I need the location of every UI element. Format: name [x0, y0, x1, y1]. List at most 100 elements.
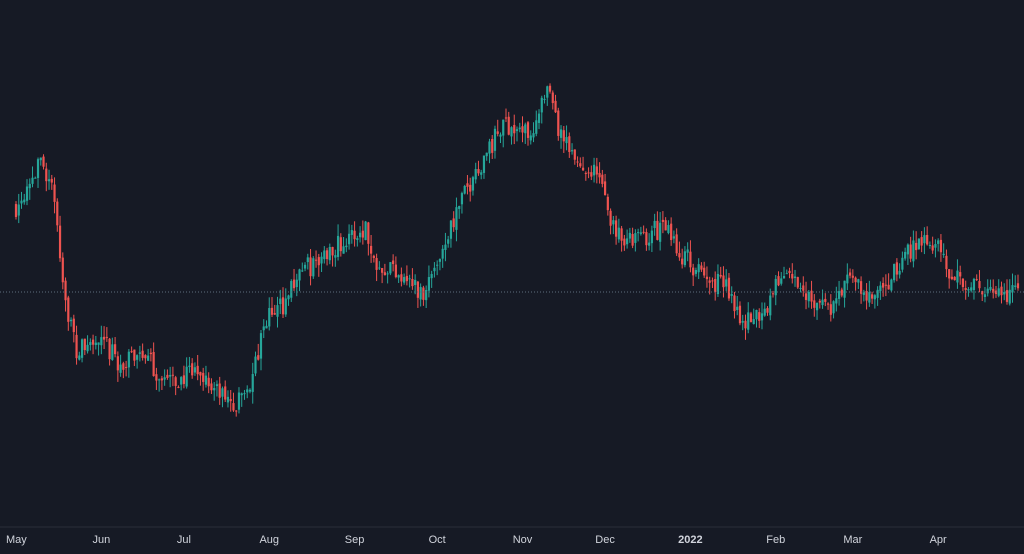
candle-up[interactable] [653, 220, 656, 229]
candle-down[interactable] [562, 130, 565, 142]
candle-up[interactable] [736, 306, 739, 311]
candle-down[interactable] [229, 398, 232, 402]
candle-up[interactable] [350, 230, 353, 235]
candle-down[interactable] [551, 92, 554, 104]
candle-down[interactable] [796, 277, 799, 288]
candle-down[interactable] [50, 178, 53, 183]
candle-down[interactable] [749, 313, 753, 323]
candle-up[interactable] [807, 291, 810, 302]
candle-up[interactable] [755, 309, 758, 320]
candle-down[interactable] [370, 245, 373, 254]
candle-up[interactable] [694, 270, 698, 274]
candle-down[interactable] [496, 131, 499, 134]
candle-up[interactable] [989, 286, 992, 290]
candle-down[interactable] [601, 174, 604, 184]
candle-up[interactable] [559, 129, 563, 138]
candle-down[interactable] [975, 279, 978, 281]
candle-down[interactable] [587, 172, 590, 174]
candle-up[interactable] [686, 249, 689, 253]
candle-up[interactable] [240, 393, 243, 396]
candle-down[interactable] [317, 257, 320, 266]
candle-down[interactable] [257, 355, 260, 360]
candle-up[interactable] [312, 258, 315, 277]
candle-up[interactable] [97, 342, 100, 345]
candle-down[interactable] [791, 273, 794, 279]
candle-up[interactable] [532, 133, 535, 138]
candle-down[interactable] [1005, 290, 1009, 302]
candle-up[interactable] [193, 367, 197, 373]
candle-up[interactable] [901, 257, 904, 270]
candle-up[interactable] [86, 344, 89, 352]
candle-up[interactable] [127, 351, 130, 368]
candle-up[interactable] [612, 220, 615, 225]
candle-up[interactable] [449, 220, 453, 239]
candle-up[interactable] [268, 308, 271, 327]
candle-down[interactable] [598, 172, 601, 178]
candle-up[interactable] [31, 177, 34, 184]
candle-up[interactable] [39, 157, 42, 161]
candle-down[interactable] [67, 297, 70, 322]
candle-up[interactable] [543, 98, 546, 100]
candle-up[interactable] [262, 326, 265, 331]
candle-down[interactable] [273, 313, 276, 315]
candle-up[interactable] [499, 134, 502, 137]
candle-down[interactable] [579, 163, 582, 167]
candle-up[interactable] [419, 287, 422, 300]
candle-up[interactable] [873, 295, 876, 300]
candle-down[interactable] [722, 275, 725, 288]
candle-up[interactable] [290, 281, 293, 298]
candle-up[interactable] [535, 120, 538, 134]
candle-up[interactable] [276, 305, 279, 317]
candle-down[interactable] [744, 320, 747, 329]
candle-down[interactable] [394, 264, 397, 278]
candle-up[interactable] [741, 320, 744, 323]
candle-up[interactable] [879, 285, 882, 292]
candle-up[interactable] [20, 200, 23, 204]
candle-up[interactable] [78, 355, 81, 360]
candle-up[interactable] [592, 164, 596, 176]
candle-up[interactable] [672, 236, 676, 239]
candle-down[interactable] [865, 290, 868, 301]
candle-down[interactable] [53, 184, 56, 202]
candle-down[interactable] [411, 279, 414, 287]
candle-down[interactable] [656, 220, 659, 240]
candle-up[interactable] [617, 227, 620, 240]
candle-up[interactable] [138, 352, 141, 354]
candle-up[interactable] [628, 232, 631, 239]
candle-up[interactable] [1003, 292, 1006, 295]
candle-down[interactable] [56, 201, 59, 226]
candle-up[interactable] [463, 185, 466, 194]
candle-up[interactable] [237, 392, 241, 410]
candle-down[interactable] [645, 232, 648, 246]
candle-up[interactable] [634, 233, 637, 243]
candle-down[interactable] [45, 168, 48, 182]
candle-down[interactable] [557, 110, 560, 136]
candle-down[interactable] [714, 278, 717, 292]
candle-up[interactable] [774, 278, 777, 296]
candle-up[interactable] [89, 342, 92, 346]
candle-up[interactable] [447, 239, 450, 244]
candle-down[interactable] [171, 374, 175, 376]
candle-down[interactable] [771, 293, 775, 295]
candle-up[interactable] [956, 270, 959, 283]
candle-down[interactable] [548, 85, 552, 92]
candle-up[interactable] [279, 298, 282, 305]
candle-down[interactable] [631, 233, 634, 246]
candle-down[interactable] [818, 300, 821, 303]
candle-up[interactable] [136, 355, 139, 360]
candle-down[interactable] [700, 265, 703, 270]
candle-down[interactable] [196, 365, 199, 375]
candle-up[interactable] [986, 288, 989, 294]
candle-down[interactable] [116, 356, 119, 371]
candle-down[interactable] [91, 339, 95, 345]
candle-down[interactable] [884, 284, 887, 286]
candle-up[interactable] [69, 319, 73, 322]
candle-up[interactable] [111, 344, 114, 360]
candle-down[interactable] [166, 374, 169, 378]
candle-down[interactable] [959, 272, 962, 277]
candle-up[interactable] [334, 255, 337, 258]
candle-up[interactable] [857, 279, 860, 283]
candle-down[interactable] [207, 377, 210, 387]
candle-up[interactable] [540, 97, 543, 113]
candle-down[interactable] [895, 262, 898, 275]
